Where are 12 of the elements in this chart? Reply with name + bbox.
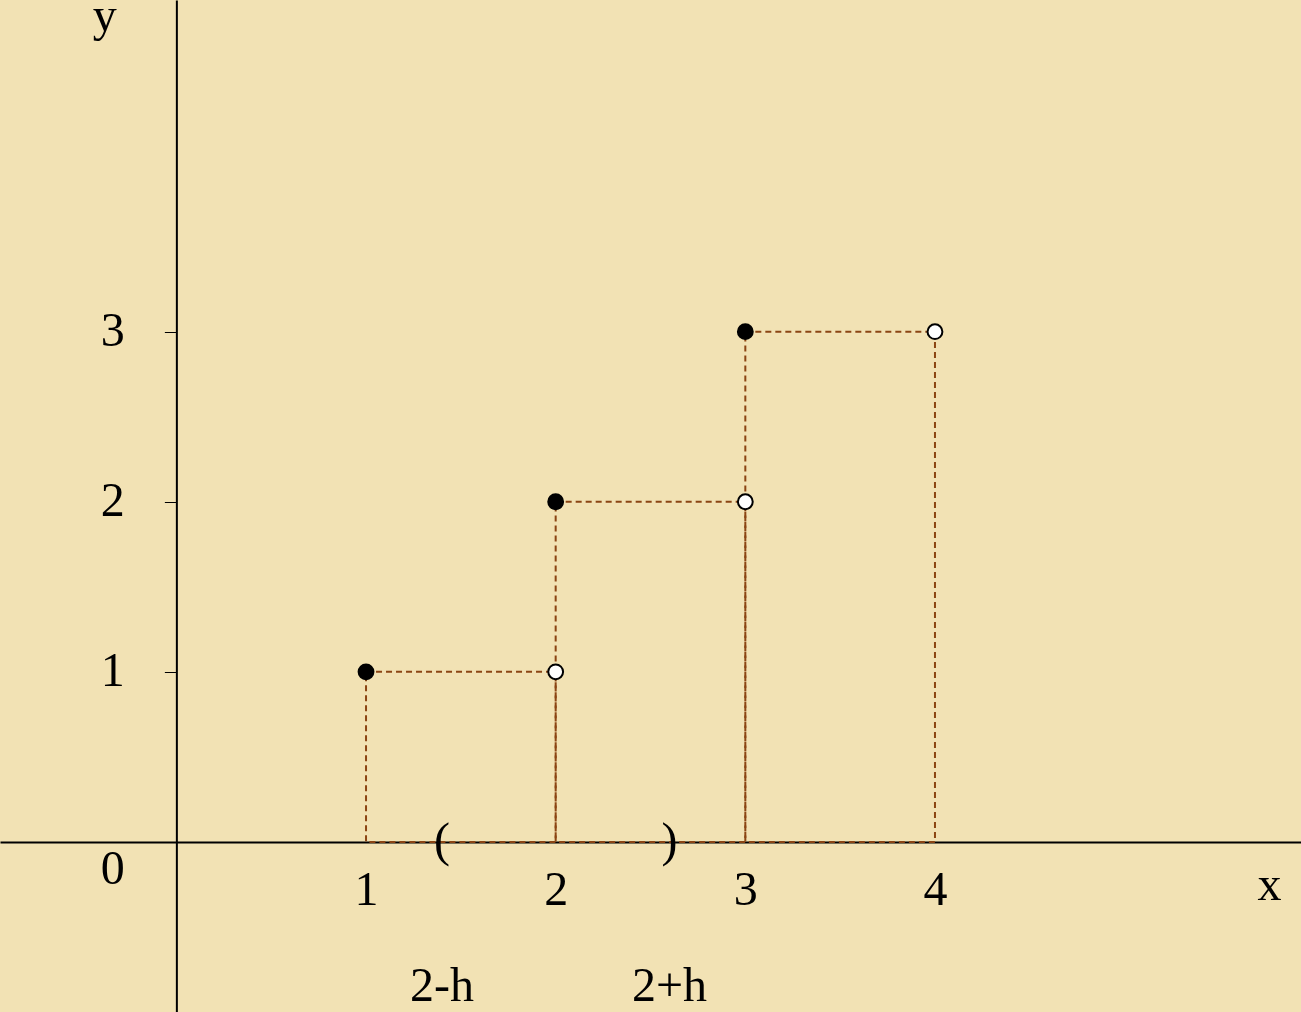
y-tick-label: 1 <box>100 643 125 697</box>
x-tick-label: 4 <box>923 862 948 916</box>
annotation: 2-h <box>409 957 474 1011</box>
x-tick-label: 1 <box>354 862 379 916</box>
annotation: 2+h <box>631 957 707 1011</box>
x-tick-label: 2 <box>544 862 569 916</box>
y-tick-label: 3 <box>100 303 125 357</box>
y-tick-label: 2 <box>100 473 125 527</box>
y-axis-title: y <box>92 0 117 41</box>
y-tick-label: 0 <box>100 841 125 895</box>
x-axis-title: x <box>1257 857 1282 911</box>
x-tick-label: 3 <box>733 862 758 916</box>
